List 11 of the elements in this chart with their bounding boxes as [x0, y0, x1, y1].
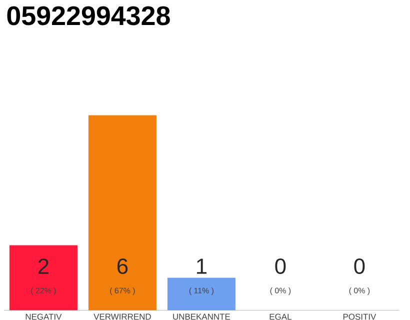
data-label: 2 [38, 258, 48, 274]
data-label: 0 [354, 258, 365, 274]
data-label: 0 [275, 258, 286, 274]
x-tick-label: POSITIV [343, 314, 376, 320]
x-tick-label: UNBEKANNTE [173, 314, 230, 320]
x-tick-label: EGAL [270, 314, 292, 320]
chart-title: 05922994328 [7, 6, 170, 26]
data-label: 6 [117, 258, 128, 274]
x-tick-label: VERWIRREND [94, 314, 151, 320]
data-label: 1 [197, 258, 206, 274]
x-tick-label: NEGATIV [26, 314, 62, 320]
